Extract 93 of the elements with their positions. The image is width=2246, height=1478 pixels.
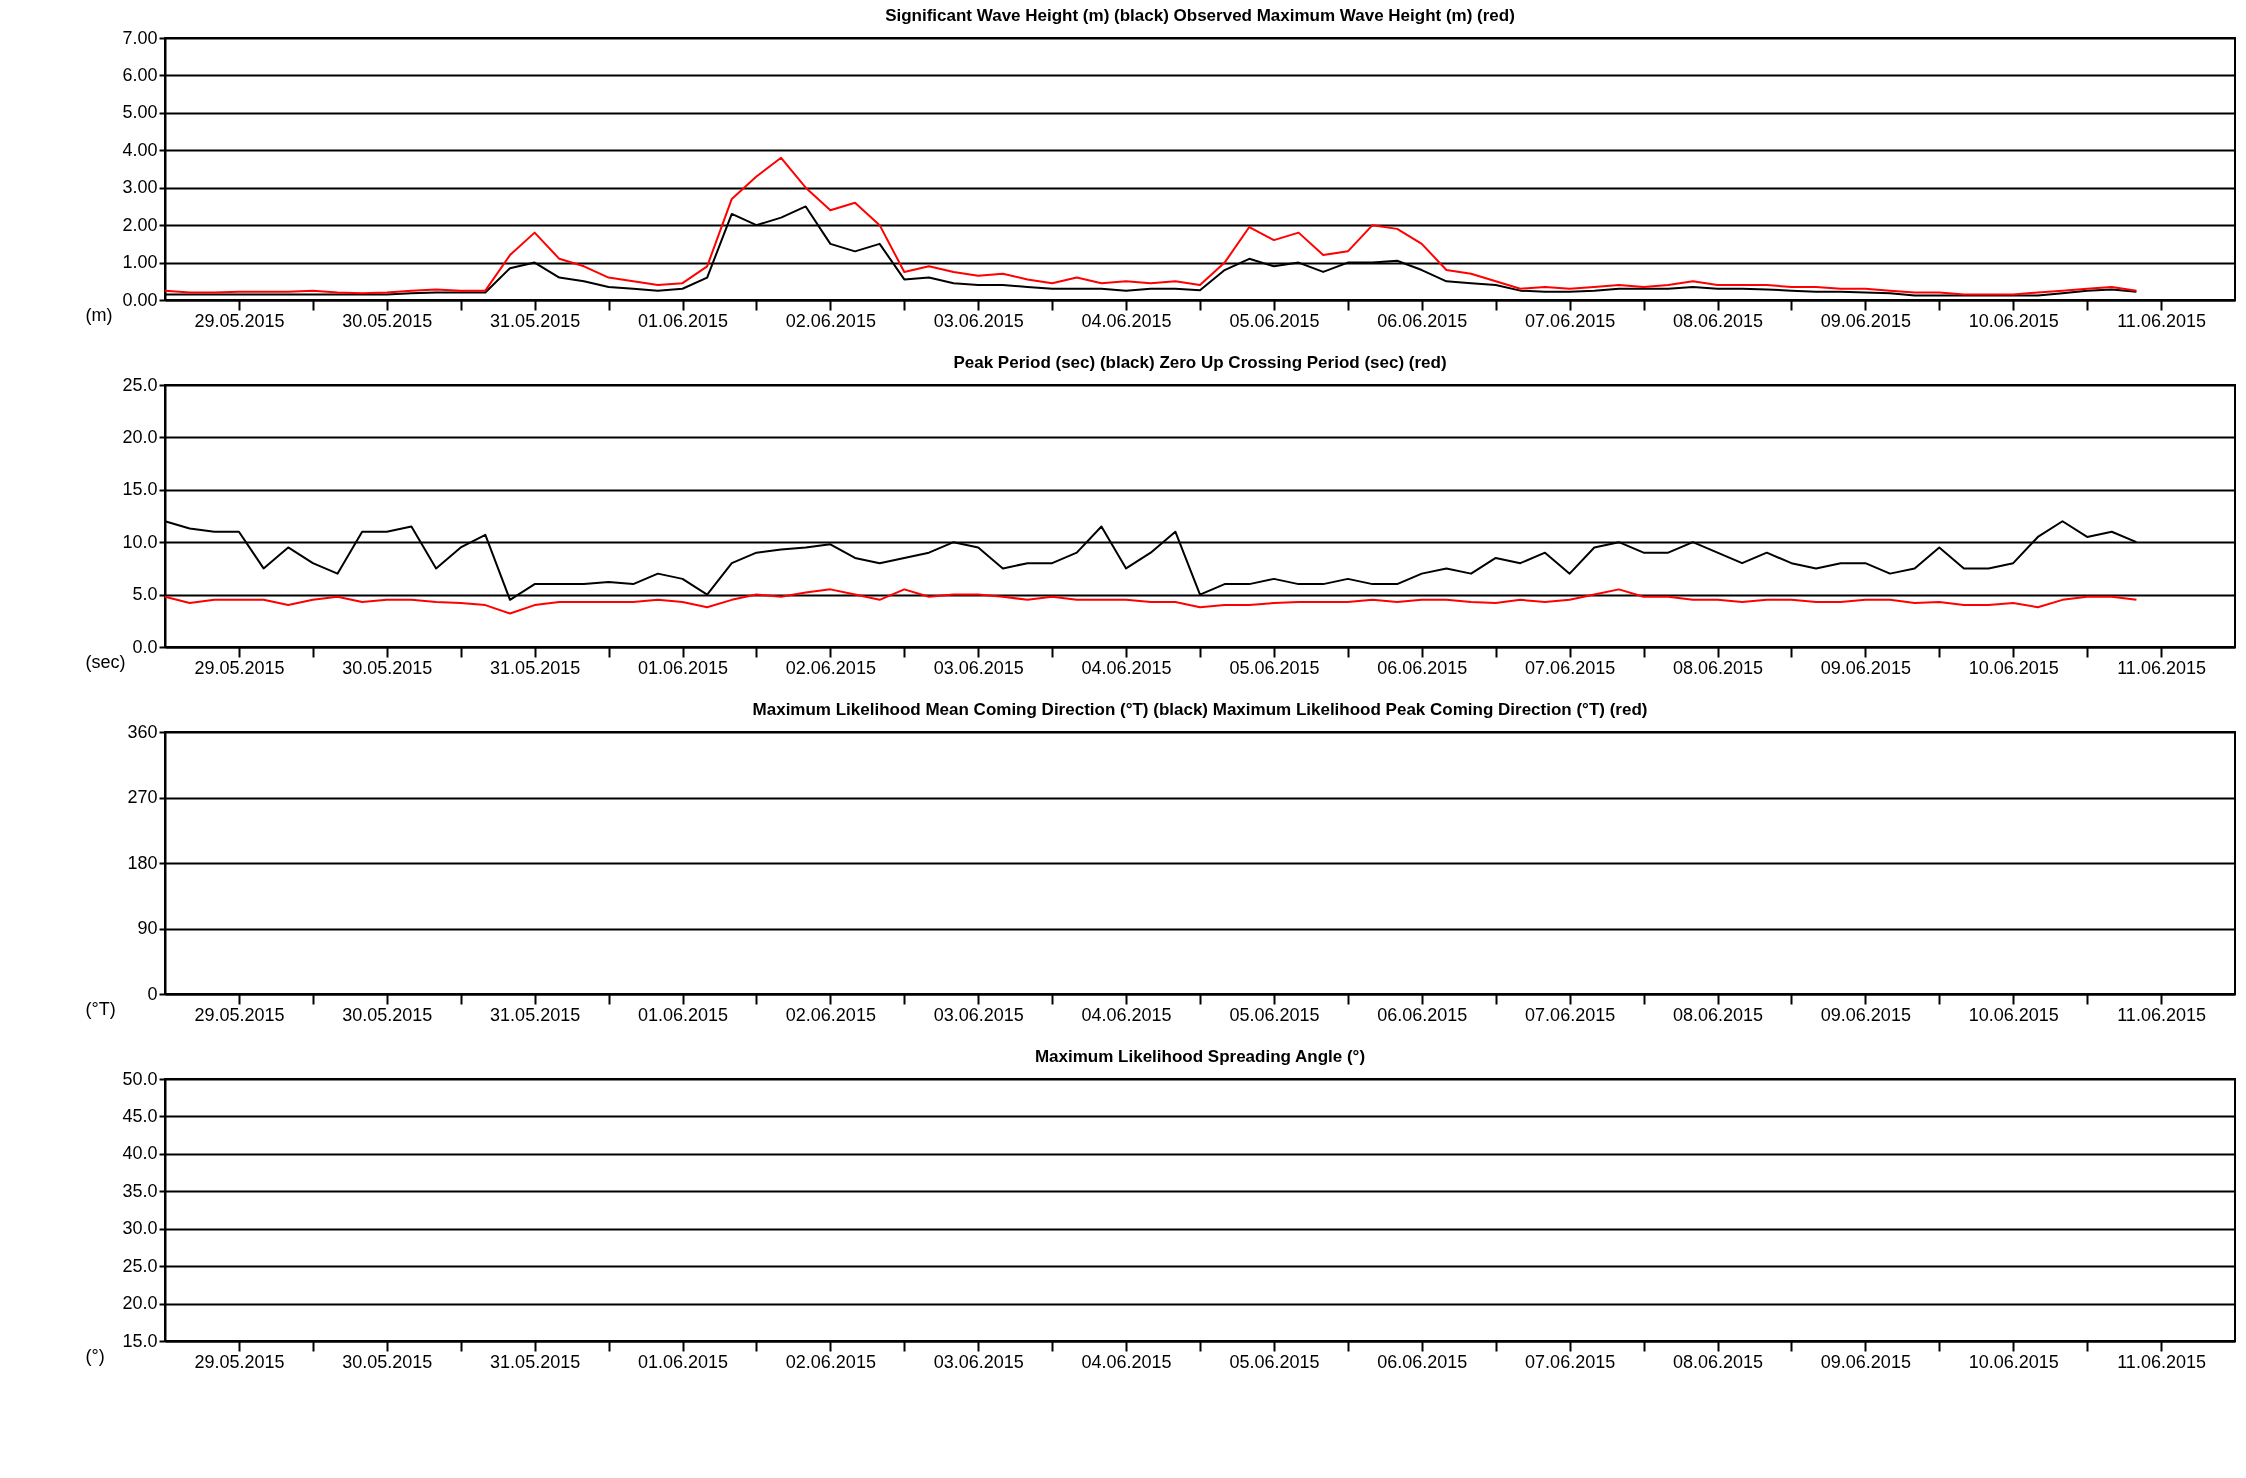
y-tick-label: 0.0	[132, 636, 158, 657]
x-tick-label: 29.05.2015	[194, 657, 285, 678]
x-tick-label: 06.06.2015	[1377, 1004, 1468, 1025]
x-tick-label: 01.06.2015	[637, 657, 729, 678]
x-tick-label: 09.06.2015	[1820, 1351, 1911, 1372]
x-tick-label: 05.06.2015	[1229, 1004, 1320, 1025]
y-tick-label: 0	[147, 983, 158, 1004]
y-tick-label: 20.0	[122, 426, 158, 447]
x-tick-label: 29.05.2015	[194, 1351, 285, 1372]
x-tick-label: 29.05.2015	[194, 310, 285, 331]
x-tick-label: 30.05.2015	[342, 1004, 433, 1025]
x-tick-label: 02.06.2015	[785, 657, 876, 678]
y-tick-label: 10.0	[122, 531, 158, 552]
x-tick-label: 04.06.2015	[1081, 310, 1172, 331]
x-tick-label: 09.06.2015	[1820, 1004, 1911, 1025]
chart-title: Maximum Likelihood Spreading Angle (°)	[1034, 1047, 1366, 1066]
x-tick-label: 02.06.2015	[785, 310, 876, 331]
line-series	[164, 156, 2138, 296]
x-tick-label: 02.06.2015	[785, 1004, 876, 1025]
x-tick-label: 04.06.2015	[1081, 657, 1172, 678]
y-tick-label: 25.0	[122, 374, 158, 395]
x-tick-label: 11.06.2015	[2117, 1351, 2206, 1372]
y-tick-label: 180	[127, 852, 158, 873]
x-tick-label: 06.06.2015	[1377, 1351, 1468, 1372]
x-tick-label: 05.06.2015	[1229, 657, 1320, 678]
y-axis-title: (°T)	[85, 998, 116, 1019]
chart-title: Maximum Likelihood Mean Coming Direction (°T) (black) Maximum Likelihood Peak Coming Direction (°T) (red)	[752, 700, 1648, 719]
x-tick-label: 07.06.2015	[1525, 657, 1616, 678]
x-tick-label: 03.06.2015	[933, 657, 1024, 678]
y-tick-label: 2.00	[122, 214, 158, 235]
x-tick-label: 31.05.2015	[490, 310, 581, 331]
line-series	[164, 588, 2138, 615]
x-tick-label: 30.05.2015	[342, 657, 433, 678]
x-tick-label: 31.05.2015	[490, 1351, 581, 1372]
x-tick-label: 11.06.2015	[2117, 1004, 2206, 1025]
y-tick-label: 35.0	[122, 1180, 158, 1201]
x-tick-label: 02.06.2015	[785, 1351, 876, 1372]
y-tick-label: 0.00	[122, 289, 158, 310]
y-tick-label: 15.0	[122, 1330, 158, 1351]
y-axis-title: (°)	[85, 1345, 105, 1366]
x-tick-label: 03.06.2015	[933, 1004, 1024, 1025]
chart-title: Peak Period (sec) (black) Zero Up Crossing Period (sec) (red)	[953, 353, 1447, 372]
x-tick-label: 01.06.2015	[637, 1004, 729, 1025]
x-tick-label: 06.06.2015	[1377, 657, 1468, 678]
x-tick-label: 04.06.2015	[1081, 1004, 1172, 1025]
x-tick-label: 30.05.2015	[342, 310, 433, 331]
x-tick-label: 31.05.2015	[490, 657, 581, 678]
y-tick-label: 90	[137, 918, 158, 938]
y-tick-label: 45.0	[122, 1105, 158, 1126]
x-tick-label: 06.06.2015	[1377, 310, 1468, 331]
x-tick-label: 08.06.2015	[1672, 1351, 1764, 1372]
x-tick-label: 10.06.2015	[1968, 310, 2059, 331]
x-tick-label: 10.06.2015	[1968, 657, 2059, 678]
x-tick-label: 03.06.2015	[933, 1351, 1024, 1372]
x-tick-label: 07.06.2015	[1525, 1351, 1616, 1372]
y-tick-label: 7.00	[122, 27, 158, 48]
y-axis-title: (sec)	[85, 651, 126, 672]
x-tick-label: 30.05.2015	[342, 1351, 433, 1372]
x-tick-label: 09.06.2015	[1820, 310, 1911, 331]
y-tick-label: 5.0	[132, 584, 158, 605]
x-tick-label: 31.05.2015	[490, 1004, 581, 1025]
x-tick-label: 03.06.2015	[933, 310, 1024, 331]
x-tick-label: 29.05.2015	[194, 1004, 285, 1025]
y-tick-label: 4.00	[122, 139, 158, 160]
x-tick-label: 07.06.2015	[1525, 1004, 1616, 1025]
y-tick-label: 270	[127, 787, 158, 807]
x-tick-label: 11.06.2015	[2117, 310, 2206, 331]
x-tick-label: 10.06.2015	[1968, 1004, 2059, 1025]
y-tick-label: 15.0	[122, 479, 158, 500]
y-axis-title: (m)	[85, 304, 113, 325]
x-tick-label: 01.06.2015	[637, 310, 729, 331]
x-tick-label: 01.06.2015	[637, 1351, 729, 1372]
y-tick-label: 20.0	[122, 1293, 158, 1314]
x-tick-label: 10.06.2015	[1968, 1351, 2059, 1372]
y-tick-label: 50.0	[122, 1068, 158, 1089]
x-tick-label: 08.06.2015	[1672, 1004, 1764, 1025]
y-tick-label: 1.00	[122, 252, 158, 273]
x-tick-label: 05.06.2015	[1229, 1351, 1320, 1372]
x-tick-label: 05.06.2015	[1229, 310, 1320, 331]
y-tick-label: 5.00	[122, 102, 158, 123]
y-tick-label: 25.0	[122, 1255, 158, 1276]
x-tick-label: 08.06.2015	[1672, 310, 1764, 331]
x-tick-label: 07.06.2015	[1525, 310, 1616, 331]
x-tick-label: 04.06.2015	[1081, 1351, 1172, 1372]
x-tick-label: 08.06.2015	[1672, 657, 1764, 678]
chart-title: Significant Wave Height (m) (black) Observed Maximum Wave Height (m) (red)	[885, 6, 1515, 25]
y-tick-label: 360	[127, 721, 158, 742]
y-tick-label: 40.0	[122, 1143, 158, 1164]
x-tick-label: 11.06.2015	[2117, 657, 2206, 678]
y-tick-label: 3.00	[122, 177, 158, 198]
y-tick-label: 30.0	[122, 1218, 158, 1239]
y-tick-label: 6.00	[122, 64, 158, 85]
x-tick-label: 09.06.2015	[1820, 657, 1911, 678]
